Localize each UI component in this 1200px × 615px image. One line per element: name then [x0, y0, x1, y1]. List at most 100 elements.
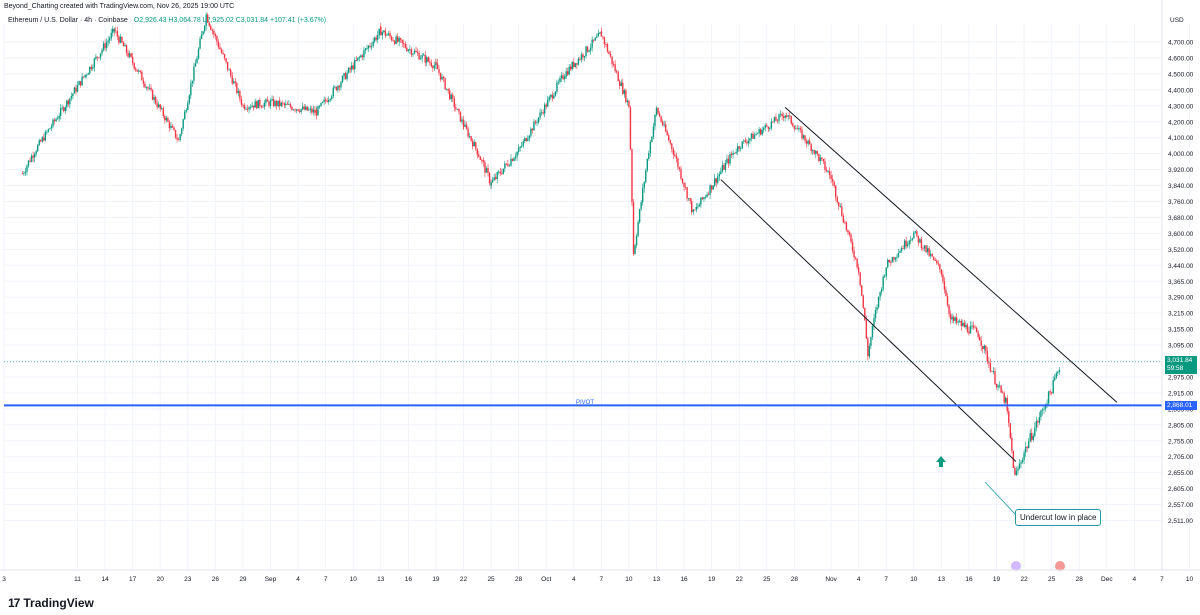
candle-body [378, 28, 380, 35]
candle-body [220, 49, 223, 53]
candle-body [130, 53, 132, 57]
y-tick-label: 4,700.00 [1168, 40, 1194, 47]
candle-body [72, 93, 74, 96]
candle-body [902, 248, 904, 249]
candle-body [983, 345, 985, 350]
candle-body [785, 115, 788, 117]
candle-body [174, 129, 177, 138]
chart-credit: Beyond_Charting created with TradingView… [4, 3, 235, 10]
candle-body [459, 111, 462, 122]
candle-body [69, 98, 71, 105]
callout-leader-line [984, 481, 1016, 515]
x-tick-label: 4 [1133, 576, 1137, 583]
candle-body [812, 150, 814, 152]
candle-body [756, 133, 759, 135]
candle-body [432, 66, 434, 69]
x-tick-label: Sep [265, 576, 277, 583]
candle-body [485, 168, 488, 173]
candle-body [161, 108, 163, 110]
candle-body [116, 31, 119, 37]
y-tick-label: 4,600.00 [1168, 55, 1194, 62]
candle-body [697, 206, 699, 208]
candle-body [856, 258, 858, 268]
x-tick-label: 7 [600, 576, 604, 583]
x-tick-label: 25 [763, 576, 771, 583]
candle-body [707, 194, 710, 196]
candle-body [115, 30, 117, 32]
candle-body [90, 66, 93, 69]
candle-body [626, 100, 629, 102]
candle-body [436, 63, 439, 70]
currency-label: USD [1170, 17, 1184, 24]
x-tick-label: 4 [857, 576, 861, 583]
candle-body [672, 149, 675, 155]
x-tick-label: 25 [1048, 576, 1056, 583]
candle-body [334, 86, 336, 88]
candle-body [389, 33, 391, 37]
candle-body [536, 122, 538, 124]
candle-body [418, 53, 420, 60]
candle-body [554, 91, 557, 96]
candle-body [799, 128, 802, 130]
candle-body [89, 66, 91, 74]
candle-body [706, 194, 708, 197]
candle-body [559, 77, 561, 83]
candle-body [363, 50, 365, 58]
candle-body [1021, 459, 1024, 463]
candle-body [960, 320, 962, 327]
candle-body [779, 113, 782, 115]
candle-body [404, 43, 406, 48]
candle-body [119, 36, 122, 43]
candle-body [609, 54, 612, 57]
candle-body [865, 320, 868, 339]
candle-body [770, 121, 773, 129]
candle-body [1035, 421, 1038, 428]
candle-body [654, 114, 656, 127]
candle-body [294, 109, 296, 111]
annotation-callout[interactable]: Undercut low in place [1015, 509, 1102, 526]
candle-body [1001, 392, 1004, 394]
candle-body [600, 31, 603, 37]
candle-body [156, 103, 158, 108]
candle-body [530, 128, 532, 136]
candle-body [396, 36, 399, 42]
candle-body [727, 158, 730, 164]
candle-body [148, 87, 151, 89]
candle-body [269, 100, 272, 106]
candle-body [602, 36, 604, 38]
x-tick-label: 19 [993, 576, 1001, 583]
candle-body [1018, 463, 1021, 469]
candle-body [245, 108, 247, 110]
candle-body [805, 140, 808, 144]
candle-body [321, 101, 324, 103]
candle-body [975, 327, 978, 333]
x-tick-label: Nov [825, 576, 837, 583]
y-tick-label: 2,605.00 [1168, 486, 1194, 493]
candle-body [974, 327, 976, 329]
candle-body [70, 95, 73, 99]
candle-body [795, 128, 797, 130]
candle-body [314, 109, 316, 113]
tradingview-logo[interactable]: 17 TradingView [8, 596, 94, 610]
x-tick-label: 28 [791, 576, 799, 583]
candle-body [476, 148, 478, 155]
candle-body [190, 83, 192, 96]
candle-body [332, 87, 335, 96]
candle-body [972, 325, 975, 328]
candle-body [35, 151, 37, 155]
candle-body [894, 257, 897, 260]
candle-body [1023, 452, 1025, 460]
candle-body [67, 100, 70, 105]
candle-body [194, 63, 197, 67]
candle-body [136, 69, 138, 72]
candle-body [165, 117, 168, 121]
arrow-up-icon [936, 456, 946, 467]
candle-body [373, 37, 376, 42]
candle-body [744, 140, 747, 143]
x-tick-label: 20 [157, 576, 165, 583]
candle-body [619, 81, 621, 86]
y-tick-label: 3,095.00 [1168, 343, 1194, 350]
candle-body [219, 47, 221, 50]
candle-body [733, 152, 736, 154]
